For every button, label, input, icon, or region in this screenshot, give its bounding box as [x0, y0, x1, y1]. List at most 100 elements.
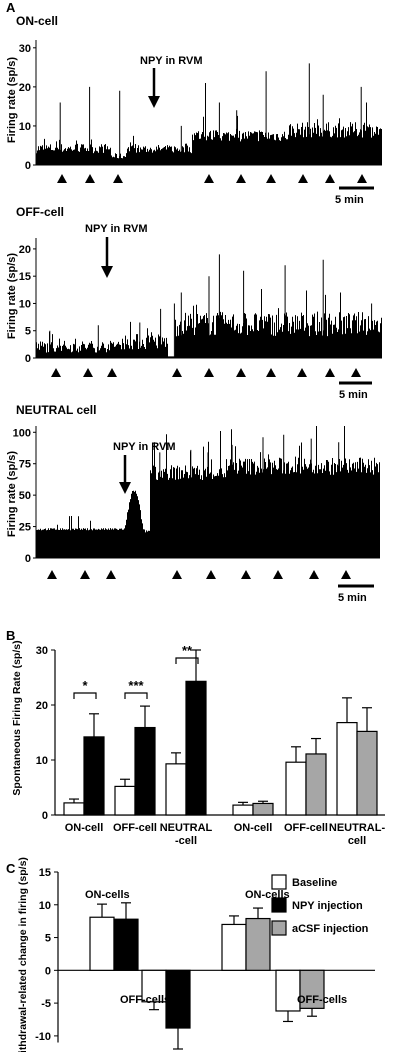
significance-label: ***: [128, 678, 144, 693]
scale-bar-off: 5 min: [339, 381, 372, 401]
legend-swatch-acsf: [271, 920, 287, 936]
scale-bar-on: 5 min: [335, 186, 374, 206]
y-tick-label: 25: [19, 522, 31, 534]
x-tick-label: OFF-cell: [284, 822, 328, 834]
event-arrow-off: [101, 237, 113, 278]
scale-bar-label-neutral: 5 min: [338, 592, 367, 604]
stimulus-marker: [357, 174, 367, 183]
y-tick-label: 10: [39, 900, 51, 912]
legend: Baseline NPY injection aCSF injection: [271, 874, 369, 936]
y-tick-label: 20: [19, 244, 31, 256]
bar-baseline: [114, 785, 136, 816]
stimulus-marker: [351, 368, 361, 377]
category-label: OFF-cells: [297, 994, 347, 1006]
x-tick-label: NEUTRAL: [160, 822, 213, 834]
trace-line: [36, 63, 382, 165]
x-tick-label: ON-cell: [65, 822, 104, 834]
stimulus-marker: [241, 570, 251, 579]
stimulus-marker: [113, 174, 123, 183]
bar-baseline: [336, 721, 358, 816]
y-tick-label: 30: [36, 645, 48, 657]
stimulus-marker: [236, 368, 246, 377]
significance-label: **: [182, 643, 193, 658]
stimulus-marker: [80, 570, 90, 579]
trace-off-cell: 0 5 10 15 20: [19, 238, 382, 377]
panel-c-chart: 151050-5-10ON-cellsOFF-cellsON-cellsOFF-…: [35, 867, 375, 1050]
significance-bracket: [175, 657, 199, 664]
stimulus-marker: [341, 570, 351, 579]
stimulus-marker: [266, 368, 276, 377]
y-tick-label: 0: [25, 553, 31, 565]
trace-line: [36, 254, 382, 358]
event-label-off: NPY in RVM: [85, 223, 148, 235]
y-tick-label: 0: [45, 965, 51, 977]
y-tick-label: 20: [19, 82, 31, 94]
trace-title-on: ON-cell: [16, 14, 58, 28]
x-tick-label: cell: [348, 835, 366, 847]
panel-label-b: B: [6, 628, 15, 643]
stimulus-marker: [309, 570, 319, 579]
y-tick-label: 10: [36, 755, 48, 767]
event-label-on: NPY in RVM: [140, 55, 203, 67]
stimulus-marker: [172, 368, 182, 377]
panel-label-c: C: [6, 861, 16, 876]
x-tick-label: -cell: [175, 835, 197, 847]
bar-acsf: [356, 730, 378, 816]
stimulus-marker: [106, 570, 116, 579]
stimulus-marker: [266, 174, 276, 183]
y-tick-label: 0: [25, 353, 31, 365]
event-label-neutral: NPY in RVM: [113, 441, 176, 453]
bar-baseline: [89, 916, 115, 971]
stimulus-marker: [51, 368, 61, 377]
significance-label: *: [82, 678, 88, 693]
trace-title-neutral: NEUTRAL cell: [16, 403, 96, 417]
stimulus-marker: [273, 570, 283, 579]
stimulus-marker: [57, 174, 67, 183]
scale-bar-neutral: 5 min: [338, 584, 374, 604]
stimulus-marker: [107, 368, 117, 377]
stimulus-marker: [298, 174, 308, 183]
stimulus-marker: [236, 174, 246, 183]
y-tick-label: 20: [36, 700, 48, 712]
scale-bar-label-on: 5 min: [335, 194, 364, 206]
x-tick-label: OFF-cell: [113, 822, 157, 834]
significance-bracket: [73, 692, 97, 699]
trace-neutral-cell: 0 25 50 75 100: [13, 426, 380, 579]
stimulus-marker: [172, 570, 182, 579]
y-tick-label: 5: [45, 933, 51, 945]
panelb-ylabel: Spontaneous Firing Rate (sp/s): [11, 640, 23, 795]
bar-acsf: [252, 802, 274, 816]
stimulus-marker: [204, 174, 214, 183]
event-arrow-neutral: [119, 455, 131, 494]
legend-label-acsf: aCSF injection: [292, 923, 369, 935]
bar-npy: [134, 726, 156, 816]
bar-acsf: [299, 969, 325, 1009]
legend-swatch-npy: [271, 897, 287, 913]
bar-baseline: [165, 763, 187, 816]
legend-swatch-baseline: [271, 874, 287, 890]
stimulus-marker: [325, 368, 335, 377]
y-tick-label: 50: [19, 490, 31, 502]
event-arrow-on: [148, 68, 160, 108]
bar-npy: [83, 736, 105, 816]
stimulus-marker: [297, 368, 307, 377]
y-tick-label: -10: [35, 1031, 51, 1043]
stimulus-marker: [204, 368, 214, 377]
x-tick-label: NEUTRAL-: [329, 822, 386, 834]
bar-npy: [113, 918, 139, 971]
y-tick-label: -5: [41, 998, 51, 1010]
y-tick-label: 10: [19, 298, 31, 310]
y-tick-label: 5: [25, 326, 31, 338]
y-tick-label: 10: [19, 121, 31, 133]
x-tick-label: ON-cell: [234, 822, 273, 834]
y-tick-label: 75: [19, 459, 31, 471]
legend-label-baseline: Baseline: [292, 877, 337, 889]
bar-baseline: [63, 802, 85, 816]
bar-acsf: [245, 917, 271, 971]
y-tick-label: 30: [19, 43, 31, 55]
y-tick-label: 100: [13, 427, 31, 439]
panel-label-a: A: [6, 0, 16, 15]
category-label: OFF-cells: [120, 994, 170, 1006]
scale-bar-label-off: 5 min: [339, 389, 368, 401]
